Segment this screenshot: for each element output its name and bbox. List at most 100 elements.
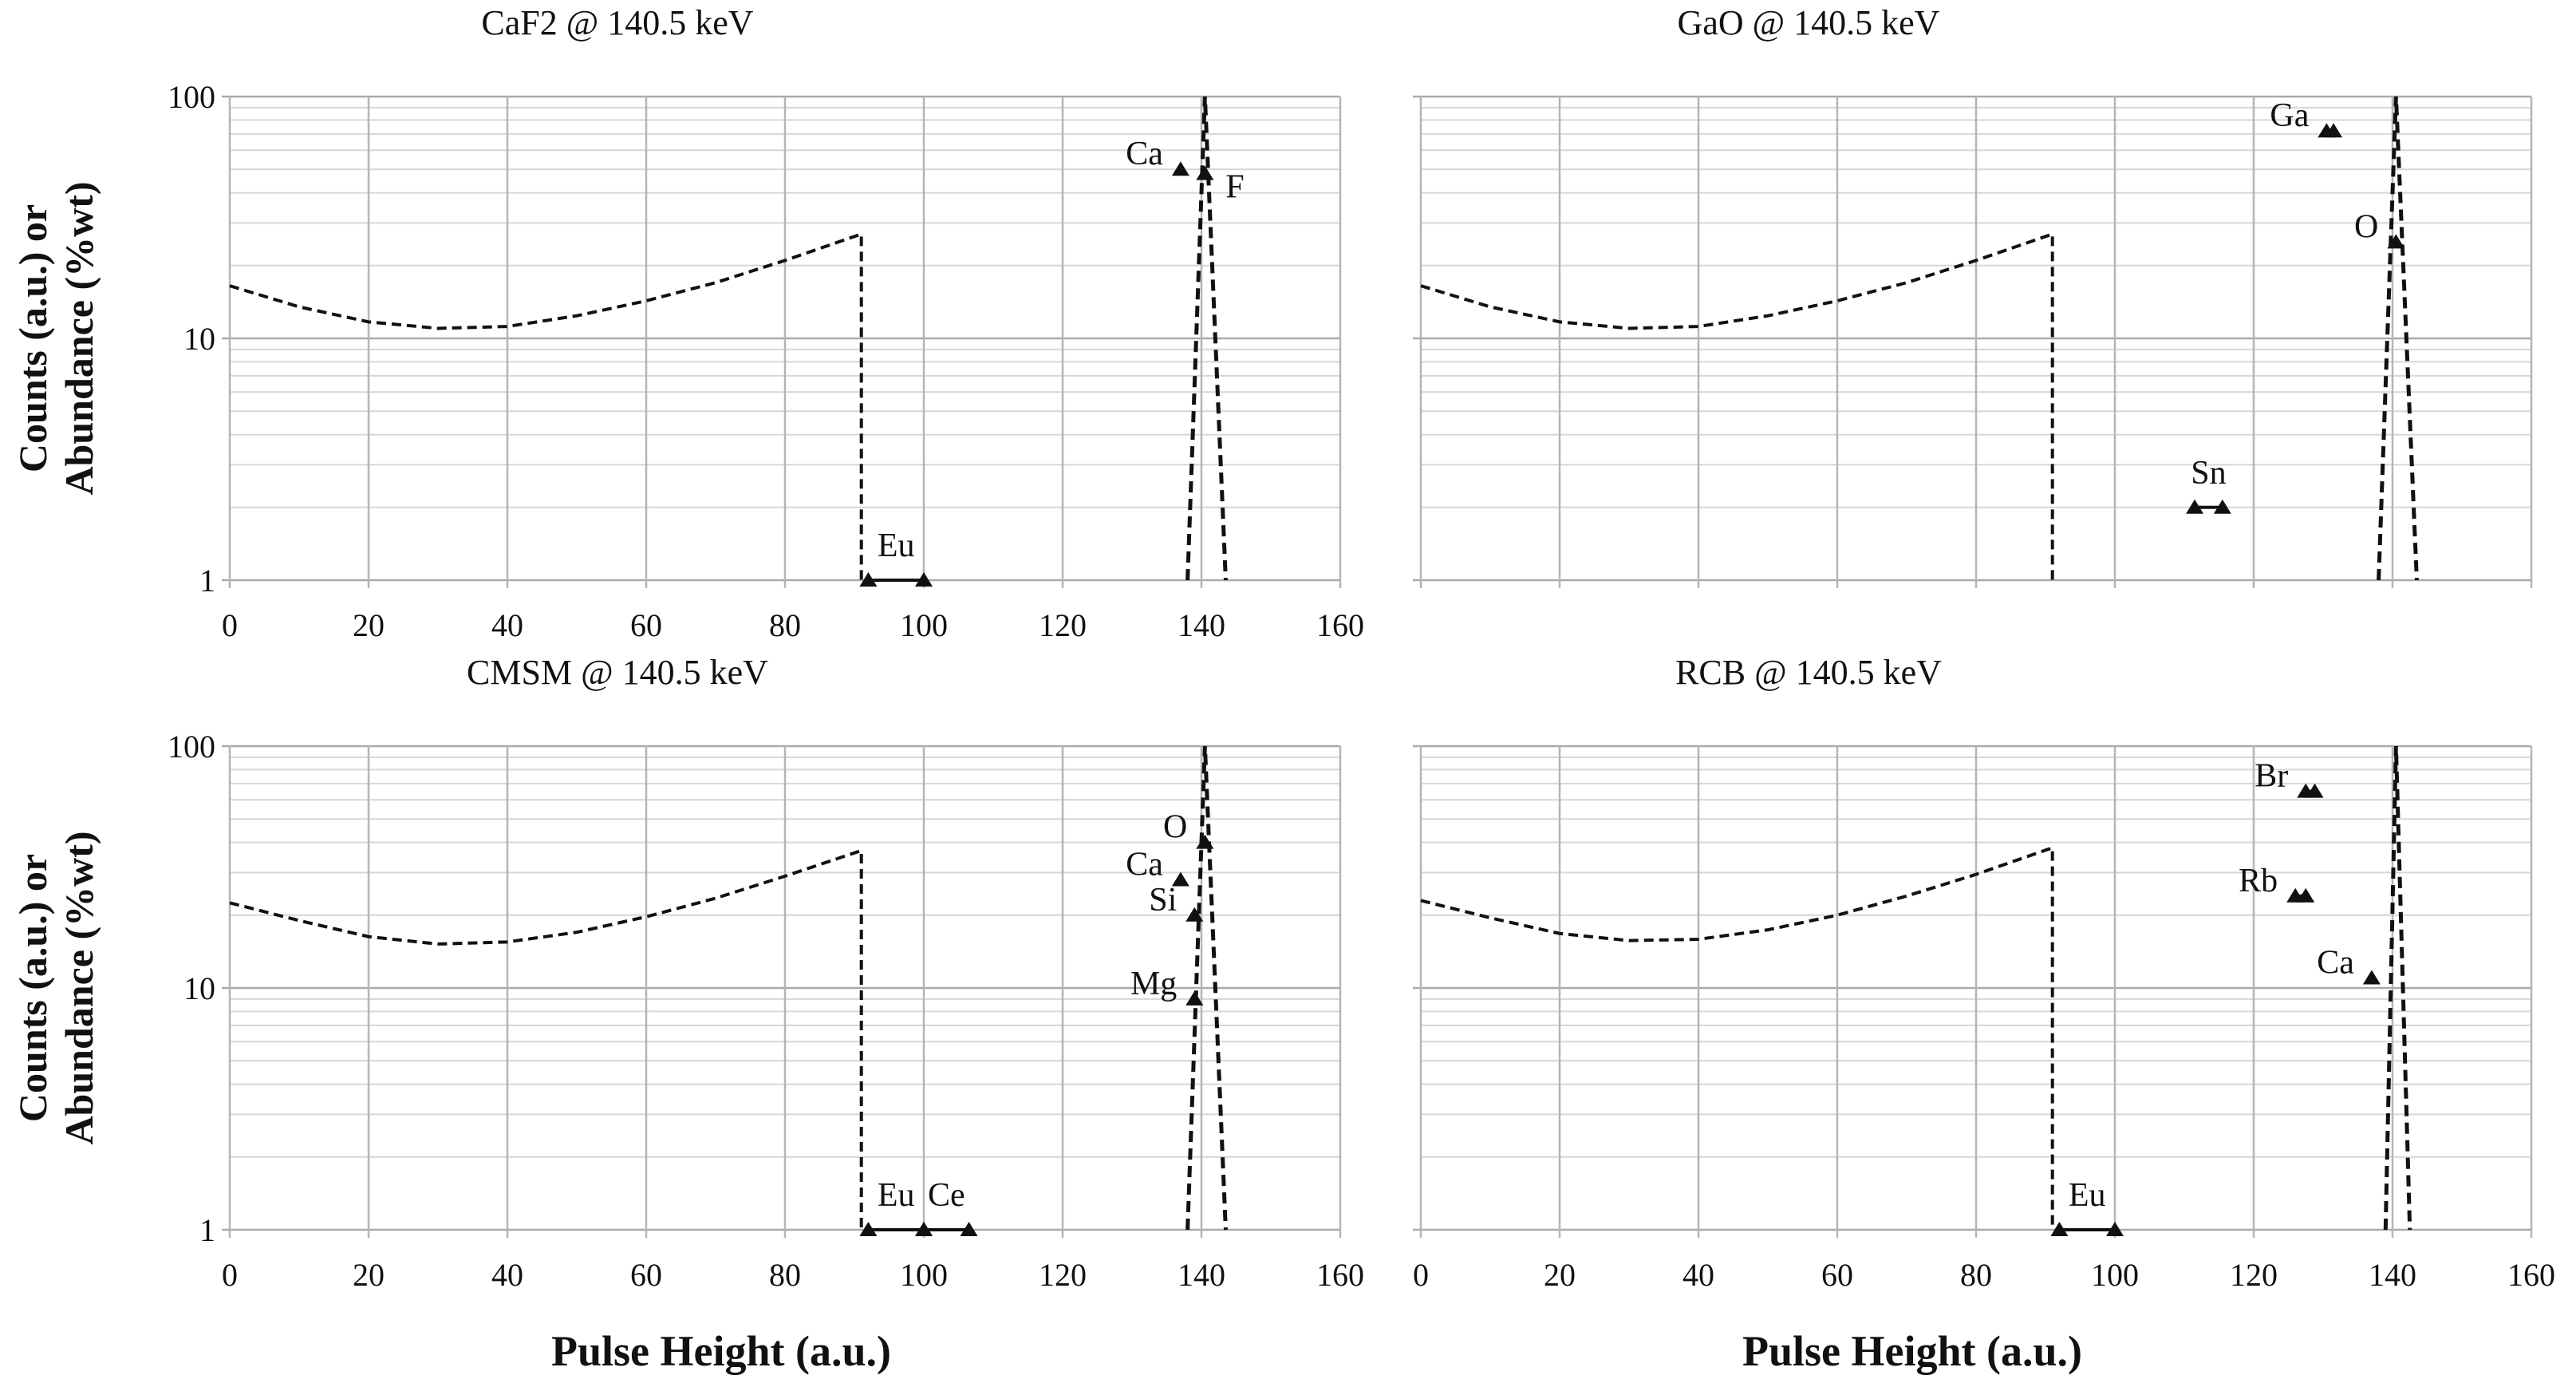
x-tick-label: 60	[1821, 1257, 1853, 1293]
abundance-marker-o: O	[2354, 208, 2405, 249]
triangle-marker	[2050, 1222, 2069, 1236]
x-tick-label: 160	[1316, 1257, 1364, 1293]
spectrum-line	[1420, 231, 2054, 580]
abundance-marker-mg: Mg	[1130, 966, 1204, 1006]
chart-panel-3: RCB @ 140.5 keV 0 20 40 60 80 100 120 140 160 Puls…	[1413, 653, 2555, 1375]
spectrum-line	[1420, 845, 2054, 1230]
marker-label: F	[1225, 169, 1244, 206]
x-tick-label: 140	[1178, 607, 1225, 643]
abundance-marker-rb: Rb	[2239, 863, 2315, 903]
abundance-marker-ga: Ga	[2270, 97, 2343, 138]
peak-line	[2383, 745, 2412, 1231]
triangle-marker	[915, 572, 933, 587]
marker-label: Ce	[928, 1177, 965, 1214]
chart-panel-2: CMSM @ 140.5 keV 1 10 100 0 20 40 60 80 100 120 140…	[10, 653, 1364, 1375]
marker-label: Rb	[2239, 863, 2278, 899]
x-tick-label: 60	[630, 1257, 662, 1293]
triangle-marker	[2186, 499, 2204, 514]
peak-line	[1185, 745, 1228, 1231]
x-tick-label: 20	[353, 1257, 385, 1293]
x-tick-label: 160	[1316, 607, 1364, 643]
chart-title: CaF2 @ 140.5 keV	[481, 3, 753, 42]
chart-panel-1: GaO @ 140.5 keV Ga O Sn	[1413, 3, 2533, 588]
x-tick-label: 120	[1039, 1257, 1087, 1293]
abundance-marker-o: O	[1163, 809, 1214, 849]
y-tick-label: 1	[199, 563, 215, 599]
y-tick-label: 100	[168, 79, 215, 115]
triangle-marker	[1196, 165, 1214, 180]
triangle-marker	[2297, 887, 2315, 903]
abundance-marker-br: Br	[2254, 758, 2324, 798]
x-tick-label: 140	[1178, 1257, 1225, 1293]
chart-title: RCB @ 140.5 keV	[1675, 653, 1942, 692]
x-tick-label: 40	[491, 607, 523, 643]
marker-label: Ca	[2317, 944, 2354, 981]
y-axis-label: Counts (a.u.) orAbundance (%wt)	[10, 831, 101, 1144]
marker-label: Br	[2254, 758, 2288, 795]
marker-label: O	[1163, 809, 1187, 846]
x-tick-label: 40	[491, 1257, 523, 1293]
x-axis-label: Pulse Height (a.u.)	[551, 1327, 891, 1375]
x-tick-label: 100	[2091, 1257, 2139, 1293]
abundance-marker-ca: Ca	[1126, 847, 1189, 887]
x-tick-label: 0	[222, 1257, 238, 1293]
abundance-marker-f: F	[1196, 165, 1245, 206]
abundance-marker-eu: Eu	[2050, 1177, 2124, 1236]
x-tick-label: 80	[769, 607, 801, 643]
triangle-marker	[1185, 907, 1204, 922]
x-tick-label: 0	[222, 607, 238, 643]
marker-label: Ca	[1126, 847, 1163, 883]
triangle-marker	[1196, 834, 1214, 849]
x-tick-label: 80	[1960, 1257, 1992, 1293]
y-axis-label-line: Abundance (%wt)	[57, 831, 101, 1144]
marker-label: O	[2354, 208, 2378, 245]
abundance-marker-ca: Ca	[1126, 136, 1189, 176]
abundance-marker-ce: Ce	[915, 1177, 978, 1236]
x-tick-label: 100	[900, 1257, 948, 1293]
chart-title: GaO @ 140.5 keV	[1678, 3, 1940, 42]
chart-panel-0: CaF2 @ 140.5 keV 1 10 100 0 20 40 60 80 100 120 140…	[10, 3, 1364, 643]
y-tick-label: 100	[168, 729, 215, 765]
abundance-marker-ca: Ca	[2317, 944, 2381, 985]
chart-title: CMSM @ 140.5 keV	[467, 653, 768, 692]
x-tick-label: 100	[900, 607, 948, 643]
triangle-marker	[2387, 234, 2405, 249]
peak-line	[2377, 96, 2419, 581]
marker-label: Ca	[1126, 136, 1163, 172]
abundance-marker-eu: Eu	[859, 528, 933, 587]
abundance-marker-si: Si	[1149, 882, 1204, 922]
triangle-marker	[859, 1222, 878, 1236]
marker-label: Eu	[878, 528, 915, 564]
triangle-marker	[915, 1222, 933, 1236]
marker-label: Si	[1149, 882, 1177, 919]
y-tick-label: 1	[199, 1212, 215, 1248]
triangle-marker	[2306, 783, 2324, 798]
triangle-marker	[2325, 123, 2343, 138]
triangle-marker	[2213, 499, 2231, 514]
x-tick-label: 20	[1544, 1257, 1576, 1293]
x-tick-label: 140	[2369, 1257, 2416, 1293]
marker-label: Ga	[2270, 97, 2309, 134]
abundance-marker-sn: Sn	[2186, 455, 2231, 514]
marker-label: Eu	[878, 1177, 915, 1214]
x-tick-label: 60	[630, 607, 662, 643]
triangle-marker	[960, 1222, 978, 1236]
x-tick-label: 120	[2230, 1257, 2278, 1293]
peak-line	[1185, 96, 1228, 581]
triangle-marker	[1171, 871, 1189, 887]
x-tick-label: 120	[1039, 607, 1087, 643]
x-tick-label: 80	[769, 1257, 801, 1293]
spectrum-line	[229, 848, 863, 1230]
y-axis-label-line: Counts (a.u.) or	[10, 204, 55, 472]
spectrum-line	[229, 231, 863, 580]
triangle-marker	[859, 572, 878, 587]
x-tick-label: 20	[353, 607, 385, 643]
x-tick-label: 0	[1413, 1257, 1429, 1293]
x-axis-label: Pulse Height (a.u.)	[1742, 1327, 2082, 1375]
x-tick-label: 40	[1682, 1257, 1714, 1293]
y-axis-label-line: Abundance (%wt)	[57, 181, 101, 495]
triangle-marker	[1171, 161, 1189, 176]
marker-label: Eu	[2069, 1177, 2106, 1214]
y-axis-label: Counts (a.u.) orAbundance (%wt)	[10, 181, 101, 495]
